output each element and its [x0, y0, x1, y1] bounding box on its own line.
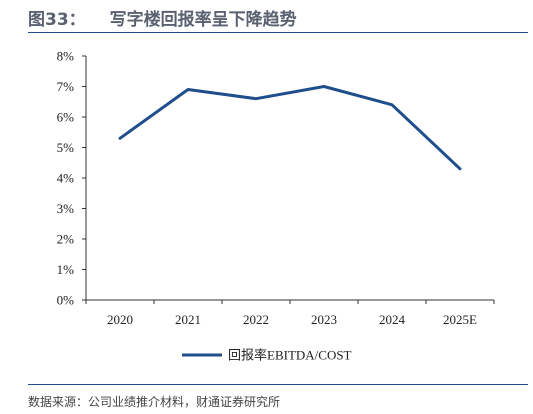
x-tick-label: 2022: [243, 312, 269, 327]
y-tick-label: 7%: [57, 79, 75, 94]
x-tick-label: 2024: [379, 312, 406, 327]
y-tick-label: 4%: [57, 171, 75, 186]
top-rule: [28, 32, 528, 33]
series-layer: [118, 85, 462, 171]
y-tick-label: 5%: [57, 140, 75, 155]
y-tick-label: 8%: [57, 49, 75, 64]
x-tick-label: 2025E: [443, 312, 477, 327]
x-tick-label: 2020: [107, 312, 133, 327]
figure-title-text: 写字楼回报率呈下降趋势: [109, 10, 297, 30]
y-tick-label: 2%: [57, 232, 75, 247]
figure-title: 图33： 写字楼回报率呈下降趋势: [28, 5, 297, 30]
x-tick-label: 2021: [175, 312, 201, 327]
x-tick-label: 2023: [311, 312, 337, 327]
y-tick-label: 0%: [57, 293, 75, 308]
source-note: 数据来源：公司业绩推介材料，财通证券研究所: [28, 395, 281, 409]
series-line: [118, 85, 462, 171]
y-tick-label: 3%: [57, 201, 75, 216]
x-tick-labels: 2020 2021 2022 2023 2024 2025E: [107, 312, 477, 327]
chart-axes: [82, 55, 495, 304]
legend-label: 回报率EBITDA/COST: [228, 348, 352, 363]
y-tick-label: 1%: [57, 262, 75, 277]
bottom-rule: [28, 384, 528, 385]
figure-label: 图33：: [28, 10, 86, 30]
y-tick-labels: 0% 1% 2% 3% 4% 5% 6% 7% 8%: [57, 49, 75, 308]
y-tick-label: 6%: [57, 110, 75, 125]
legend: 回报率EBITDA/COST: [182, 348, 352, 363]
